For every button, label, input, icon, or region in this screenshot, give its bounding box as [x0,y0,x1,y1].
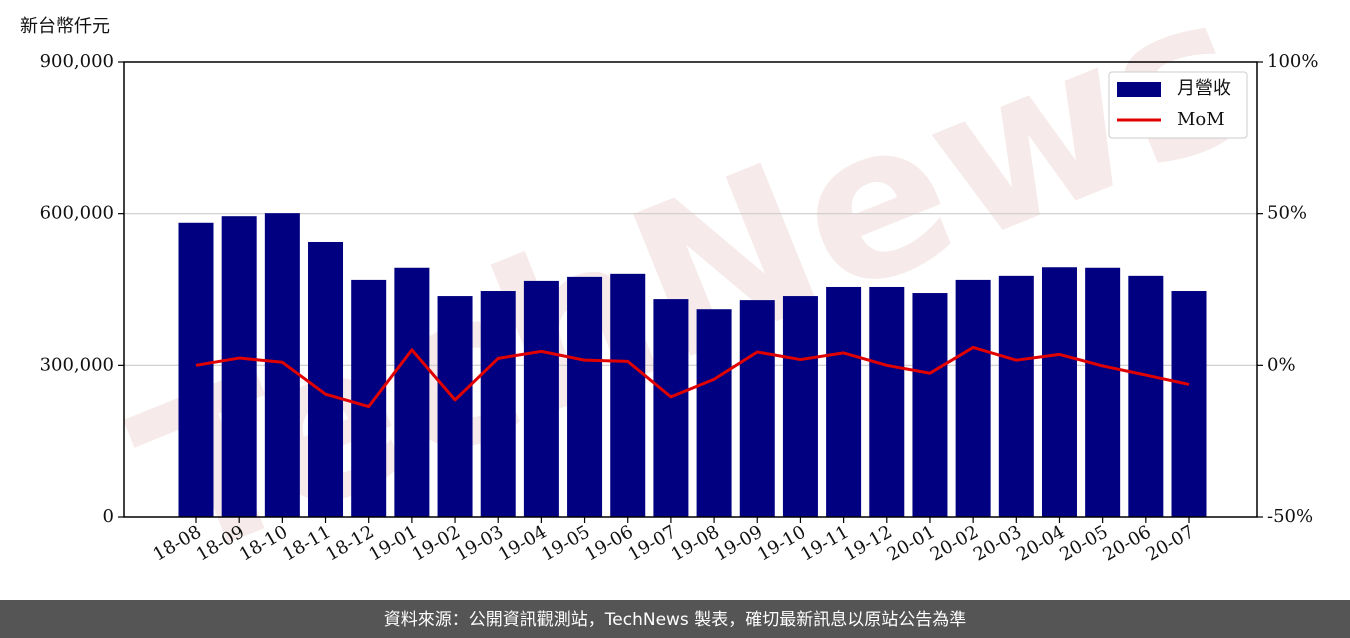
bar [869,286,905,517]
footer-text: 資料來源：公開資訊觀測站，TechNews 製表，確切最新訊息以原站公告為準 [384,610,966,630]
bar [912,293,948,517]
bar [1085,267,1121,517]
legend-label: 月營收 [1177,78,1231,99]
plot-frame [123,61,1258,518]
x-tick-label: 19-04 [495,521,550,565]
x-tick-label: 20-02 [927,521,982,565]
bar [567,276,603,517]
bar [1041,267,1077,517]
y2-tick-label: -50% [1267,506,1313,527]
x-tick-label: 20-03 [970,521,1025,565]
bar [653,299,689,517]
x-tick-label: 20-04 [1013,521,1068,565]
legend-label: MoM [1177,109,1225,130]
footer-bar [0,600,1350,638]
bar [178,222,214,517]
bar [221,216,257,517]
y2-tick-label: 100% [1267,51,1318,72]
bar [394,267,430,517]
y-tick-label: 900,000 [40,51,114,72]
line [195,345,1190,409]
bar [1171,291,1207,517]
bar [308,241,344,517]
bar [523,280,559,517]
legend-swatch [1117,82,1161,97]
x-tick-label: 19-12 [840,521,895,565]
x-tick-label: 20-05 [1056,521,1111,565]
bar [437,296,473,517]
bar [480,291,516,517]
x-tick-label: 19-10 [754,521,809,565]
x-tick-label: 20-01 [884,521,939,565]
bar [1128,275,1164,517]
x-tick-label: 19-09 [711,521,766,565]
bar [264,213,300,517]
x-tick-label: 19-02 [409,521,464,565]
bar [782,296,818,517]
y2-tick-label: 0% [1267,354,1296,375]
bar [610,273,646,517]
x-tick-label: 19-08 [668,521,723,565]
x-tick-label: 19-11 [797,521,852,565]
bar [998,275,1034,517]
bar [826,286,862,517]
y-axis-unit: 新台幣仟元 [20,16,110,37]
x-tick-label: 19-07 [624,521,679,565]
bar [351,279,387,517]
x-tick-label: 19-06 [581,521,636,565]
x-tick-label: 20-07 [1143,521,1198,565]
bar [739,300,775,517]
y2-tick-label: 50% [1267,203,1307,224]
x-tick-label: 19-05 [538,521,593,565]
x-tick-label: 19-03 [452,521,507,565]
y-tick-label: 0 [103,506,114,527]
y-tick-label: 600,000 [40,203,114,224]
x-tick-label: 20-06 [1099,521,1154,565]
y-tick-label: 300,000 [40,354,114,375]
bar [955,279,991,517]
bar [696,309,732,517]
